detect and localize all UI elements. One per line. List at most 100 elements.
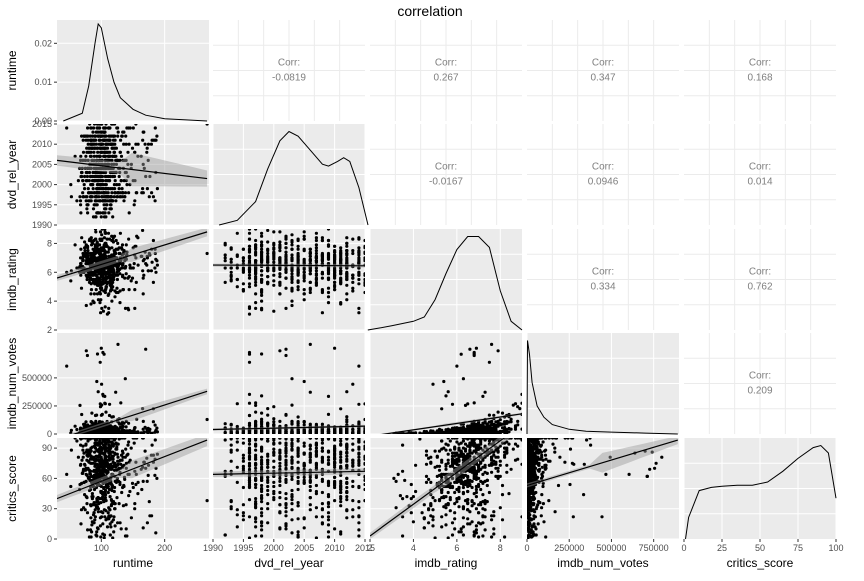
data-point — [103, 452, 106, 455]
data-point — [278, 292, 281, 295]
data-point — [79, 211, 82, 214]
data-point — [109, 533, 112, 536]
data-point — [82, 139, 85, 142]
data-point — [327, 515, 330, 518]
data-point — [284, 348, 287, 351]
data-point — [80, 175, 83, 178]
data-point — [152, 139, 155, 142]
data-point — [501, 412, 504, 415]
data-point — [112, 458, 115, 461]
data-point — [248, 414, 251, 417]
data-point — [242, 503, 245, 506]
data-point — [230, 266, 233, 269]
data-point — [303, 288, 306, 291]
data-point — [96, 151, 99, 154]
data-point — [497, 349, 500, 352]
data-point — [141, 269, 144, 272]
data-point — [87, 143, 90, 146]
data-point — [93, 203, 96, 206]
data-point — [110, 300, 113, 303]
data-point — [103, 236, 106, 239]
data-point — [327, 395, 330, 398]
data-point — [100, 448, 103, 451]
data-point — [105, 187, 108, 190]
data-point — [104, 509, 107, 512]
data-point — [122, 288, 125, 291]
data-point — [86, 175, 89, 178]
data-point — [315, 246, 318, 249]
data-point — [95, 175, 98, 178]
data-point — [94, 238, 97, 241]
data-point — [107, 506, 110, 509]
data-point — [345, 236, 348, 239]
data-point — [297, 248, 300, 251]
data-point — [236, 285, 239, 288]
data-point — [130, 516, 133, 519]
data-point — [108, 403, 111, 406]
data-point — [113, 432, 116, 435]
data-point — [152, 420, 155, 423]
data-point — [104, 411, 107, 414]
data-point — [141, 436, 144, 439]
data-point — [303, 271, 306, 274]
data-point — [90, 535, 93, 538]
data-point — [351, 238, 354, 241]
data-point — [83, 249, 86, 252]
data-point — [444, 430, 447, 433]
data-point — [103, 255, 106, 258]
data-point — [345, 242, 348, 245]
data-point — [309, 430, 312, 433]
data-point — [303, 423, 306, 426]
data-point — [86, 246, 89, 249]
data-point — [260, 288, 263, 291]
data-point — [327, 413, 330, 416]
data-point — [90, 495, 93, 498]
data-point — [129, 429, 132, 432]
data-point — [254, 227, 257, 230]
data-point — [69, 183, 72, 186]
data-point — [104, 155, 107, 158]
data-point — [94, 215, 97, 218]
data-point — [123, 478, 126, 481]
data-point — [303, 292, 306, 295]
data-point — [128, 211, 131, 214]
data-point — [96, 240, 99, 243]
data-point — [113, 295, 116, 298]
data-point — [109, 199, 112, 202]
data-point — [339, 272, 342, 275]
data-point — [89, 135, 92, 138]
data-point — [488, 431, 491, 434]
data-point — [100, 275, 103, 278]
data-point — [122, 131, 125, 134]
data-point — [278, 275, 281, 278]
data-point — [266, 431, 269, 434]
data-point — [351, 289, 354, 292]
data-point — [142, 431, 145, 434]
data-point — [104, 496, 107, 499]
data-point — [94, 246, 97, 249]
data-point — [339, 258, 342, 261]
data-point — [85, 274, 88, 277]
data-point — [351, 383, 354, 386]
data-point — [132, 436, 135, 439]
data-point — [254, 269, 257, 272]
data-point — [290, 239, 293, 242]
data-point — [260, 420, 263, 423]
data-point — [85, 207, 88, 210]
data-point — [78, 404, 81, 407]
data-point — [114, 199, 117, 202]
data-point — [266, 258, 269, 261]
data-point — [254, 239, 257, 242]
data-point — [79, 199, 82, 202]
data-point — [95, 414, 98, 417]
data-point — [333, 288, 336, 291]
data-point — [339, 456, 342, 459]
corr-value: 0.347 — [590, 73, 615, 84]
data-point — [89, 239, 92, 242]
data-point — [309, 252, 312, 255]
data-point — [206, 252, 209, 255]
data-point — [248, 232, 251, 235]
data-point — [89, 457, 92, 460]
data-point — [236, 232, 239, 235]
data-point — [512, 404, 515, 407]
